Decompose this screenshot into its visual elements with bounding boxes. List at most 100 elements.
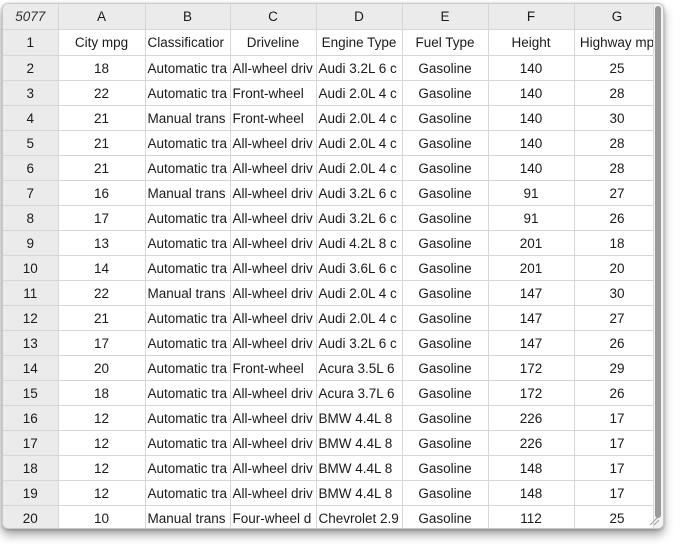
cell-classification[interactable]: Manual trans	[145, 180, 231, 206]
cell-city-mpg[interactable]: 13	[58, 230, 146, 256]
cell-classification[interactable]: Automatic tra	[145, 455, 231, 481]
cell-classification[interactable]: Automatic tra	[145, 430, 231, 456]
cell-driveline[interactable]: Driveline	[230, 29, 317, 56]
cell-classification[interactable]: Manual trans	[145, 505, 231, 528]
cell-engine-type[interactable]: Audi 2.0L 4 c	[316, 105, 403, 131]
cell-fuel-type[interactable]: Gasoline	[402, 280, 489, 306]
row-number[interactable]: 19	[3, 480, 59, 506]
cell-city-mpg[interactable]: 22	[58, 80, 146, 106]
cell-classification[interactable]: Manual trans	[145, 105, 231, 131]
column-header-c[interactable]: C	[230, 4, 317, 30]
cell-engine-type[interactable]: Audi 2.0L 4 c	[316, 305, 403, 331]
cell-highway-mpg[interactable]: 17	[574, 455, 661, 481]
cell-city-mpg[interactable]: 12	[58, 480, 146, 506]
cell-driveline[interactable]: All-wheel driv	[230, 230, 317, 256]
cell-engine-type[interactable]: Audi 2.0L 4 c	[316, 80, 403, 106]
cell-engine-type[interactable]: Audi 3.6L 6 c	[316, 255, 403, 281]
cell-city-mpg[interactable]: 12	[58, 455, 146, 481]
cell-highway-mpg[interactable]: 29	[574, 355, 661, 381]
cell-fuel-type[interactable]: Gasoline	[402, 330, 489, 356]
cell-city-mpg[interactable]: 12	[58, 405, 146, 431]
cell-city-mpg[interactable]: 20	[58, 355, 146, 381]
cell-highway-mpg[interactable]: 26	[574, 205, 661, 231]
cell-height[interactable]: 147	[488, 330, 575, 356]
cell-engine-type[interactable]: BMW 4.4L 8	[316, 455, 403, 481]
cell-highway-mpg[interactable]: 18	[574, 230, 661, 256]
cell-classification[interactable]: Automatic tra	[145, 330, 231, 356]
column-header-b[interactable]: B	[145, 4, 231, 30]
cell-height[interactable]: 140	[488, 155, 575, 181]
row-number[interactable]: 9	[3, 230, 59, 256]
cell-height[interactable]: 201	[488, 255, 575, 281]
cell-fuel-type[interactable]: Gasoline	[402, 130, 489, 156]
cell-height[interactable]: 147	[488, 305, 575, 331]
cell-highway-mpg[interactable]: 28	[574, 155, 661, 181]
cell-engine-type[interactable]: Engine Type	[316, 29, 403, 56]
cell-classification[interactable]: Automatic tra	[145, 80, 231, 106]
cell-fuel-type[interactable]: Gasoline	[402, 455, 489, 481]
cell-height[interactable]: 140	[488, 55, 575, 81]
cell-fuel-type[interactable]: Gasoline	[402, 505, 489, 528]
row-number[interactable]: 8	[3, 205, 59, 231]
row-number[interactable]: 13	[3, 330, 59, 356]
cell-fuel-type[interactable]: Gasoline	[402, 255, 489, 281]
cell-driveline[interactable]: All-wheel driv	[230, 205, 317, 231]
cell-height[interactable]: Height	[488, 29, 575, 56]
cell-classification[interactable]: Automatic tra	[145, 55, 231, 81]
cell-city-mpg[interactable]: 21	[58, 105, 146, 131]
cell-classification[interactable]: Classificatior	[145, 29, 231, 56]
cell-highway-mpg[interactable]: 17	[574, 405, 661, 431]
cell-highway-mpg[interactable]: 27	[574, 180, 661, 206]
cell-height[interactable]: 140	[488, 130, 575, 156]
row-number[interactable]: 3	[3, 80, 59, 106]
vertical-scrollbar[interactable]	[653, 4, 663, 528]
cell-height[interactable]: 226	[488, 405, 575, 431]
cell-fuel-type[interactable]: Gasoline	[402, 155, 489, 181]
row-number[interactable]: 4	[3, 105, 59, 131]
row-number[interactable]: 11	[3, 280, 59, 306]
cell-highway-mpg[interactable]: 20	[574, 255, 661, 281]
cell-engine-type[interactable]: Audi 2.0L 4 c	[316, 155, 403, 181]
cell-height[interactable]: 91	[488, 205, 575, 231]
cell-highway-mpg[interactable]: 28	[574, 130, 661, 156]
cell-height[interactable]: 91	[488, 180, 575, 206]
cell-engine-type[interactable]: Audi 3.2L 6 c	[316, 180, 403, 206]
cell-fuel-type[interactable]: Gasoline	[402, 305, 489, 331]
cell-height[interactable]: 140	[488, 105, 575, 131]
cell-height[interactable]: 201	[488, 230, 575, 256]
row-number[interactable]: 6	[3, 155, 59, 181]
row-number[interactable]: 2	[3, 55, 59, 81]
cell-fuel-type[interactable]: Gasoline	[402, 105, 489, 131]
cell-city-mpg[interactable]: 12	[58, 430, 146, 456]
cell-driveline[interactable]: All-wheel driv	[230, 405, 317, 431]
cell-height[interactable]: 172	[488, 380, 575, 406]
cell-highway-mpg[interactable]: 25	[574, 55, 661, 81]
cell-city-mpg[interactable]: 17	[58, 330, 146, 356]
cell-highway-mpg[interactable]: 30	[574, 105, 661, 131]
cell-driveline[interactable]: Front-wheel	[230, 80, 317, 106]
column-header-a[interactable]: A	[58, 4, 146, 30]
cell-city-mpg[interactable]: 16	[58, 180, 146, 206]
cell-fuel-type[interactable]: Gasoline	[402, 205, 489, 231]
cell-classification[interactable]: Automatic tra	[145, 480, 231, 506]
scrollbar-thumb[interactable]	[655, 6, 661, 518]
cell-engine-type[interactable]: Audi 3.2L 6 c	[316, 205, 403, 231]
cell-highway-mpg[interactable]: 26	[574, 380, 661, 406]
cell-engine-type[interactable]: BMW 4.4L 8	[316, 405, 403, 431]
cell-highway-mpg[interactable]: 25	[574, 505, 661, 528]
cell-classification[interactable]: Automatic tra	[145, 230, 231, 256]
cell-city-mpg[interactable]: 18	[58, 380, 146, 406]
cell-city-mpg[interactable]: 21	[58, 130, 146, 156]
cell-engine-type[interactable]: Audi 4.2L 8 c	[316, 230, 403, 256]
cell-highway-mpg[interactable]: 17	[574, 480, 661, 506]
cell-classification[interactable]: Automatic tra	[145, 205, 231, 231]
cell-highway-mpg[interactable]: 17	[574, 430, 661, 456]
cell-height[interactable]: 147	[488, 280, 575, 306]
cell-city-mpg[interactable]: 14	[58, 255, 146, 281]
cell-engine-type[interactable]: Audi 2.0L 4 c	[316, 280, 403, 306]
cell-height[interactable]: 226	[488, 430, 575, 456]
cell-engine-type[interactable]: BMW 4.4L 8	[316, 430, 403, 456]
row-number[interactable]: 15	[3, 380, 59, 406]
row-number[interactable]: 16	[3, 405, 59, 431]
cell-height[interactable]: 172	[488, 355, 575, 381]
